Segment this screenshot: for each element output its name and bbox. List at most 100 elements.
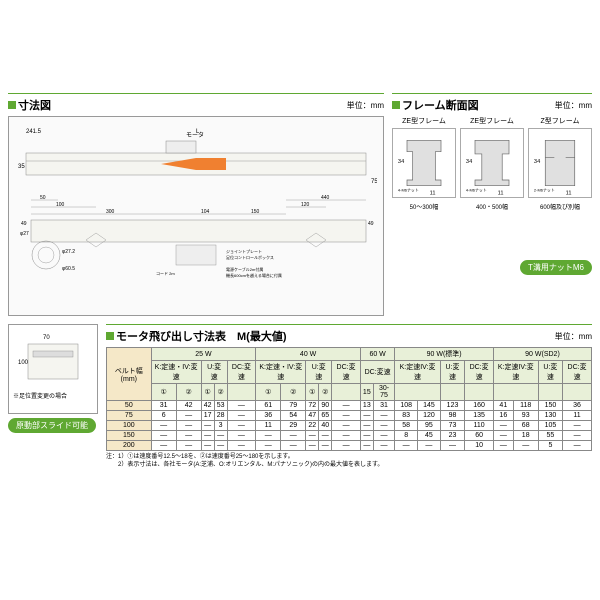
circle-header [538, 384, 562, 401]
data-cell: 40 [319, 421, 332, 431]
svg-text:φ27.2: φ27.2 [62, 249, 75, 255]
data-cell: — [176, 431, 201, 441]
square-icon [106, 332, 114, 340]
frame-label: Z型フレーム [528, 116, 592, 126]
circle-header [563, 384, 592, 401]
data-cell: — [360, 411, 373, 421]
frame-item-1: ZE型フレーム 34114-M6ナット 400・500幅 [460, 116, 524, 256]
frame-profile-svg: 34114-M6ナット [392, 128, 456, 198]
square-icon [8, 101, 16, 109]
data-cell: — [395, 441, 418, 451]
frame-label: ZE型フレーム [460, 116, 524, 126]
data-cell: — [201, 421, 214, 431]
data-cell: — [373, 421, 395, 431]
belt-width-cell: 150 [107, 431, 152, 441]
data-cell: — [493, 441, 513, 451]
group-90w: 90 W(標準) [395, 348, 494, 361]
svg-text:4-M6ナット: 4-M6ナット [466, 187, 487, 192]
data-cell: 105 [538, 421, 562, 431]
data-cell: 5 [538, 441, 562, 451]
svg-text:ジョイントプレート: ジョイントプレート [226, 248, 262, 254]
data-cell: 55 [538, 431, 562, 441]
data-cell: 108 [395, 401, 418, 411]
data-cell: — [227, 441, 256, 451]
frame-cap: 50〜300幅 [392, 202, 456, 211]
data-cell: — [306, 441, 319, 451]
motor-table: ベルト幅(mm) 25 W 40 W 60 W 90 W(標準) 90 W(SD… [106, 347, 592, 451]
data-cell: 28 [214, 411, 227, 421]
data-cell: 93 [513, 411, 538, 421]
svg-text:50: 50 [40, 195, 46, 201]
motor-label: モータ [186, 131, 204, 139]
circle-header: ② [176, 384, 201, 401]
data-cell: — [440, 441, 464, 451]
data-cell: — [332, 421, 361, 431]
data-cell: 17 [201, 411, 214, 421]
slide-cap: ※足位置変更の場合 [13, 391, 93, 400]
conveyor-side-svg: モータ 241.5 L 35 75 [15, 123, 377, 193]
data-cell: 73 [440, 421, 464, 431]
data-cell: 41 [493, 401, 513, 411]
sub-header-row: K:定速・IV:変速U:変速DC:変速K:定速・IV:変速U:変速DC:変速DC… [107, 361, 592, 384]
data-cell: — [563, 421, 592, 431]
svg-text:11: 11 [430, 191, 436, 197]
circle-header: ① [201, 384, 214, 401]
slide-diagram: 70 100 ※足位置変更の場合 [8, 324, 98, 414]
data-cell: — [227, 421, 256, 431]
svg-text:100: 100 [18, 360, 29, 366]
slide-svg: 70 100 [13, 329, 93, 389]
table-note: 注：1）①は速度番号12.5〜18を、②は速度番号25〜180を示します。 2）… [106, 454, 592, 470]
data-cell: 95 [418, 421, 441, 431]
data-cell: 11 [256, 421, 281, 431]
group-25w: 25 W [151, 348, 256, 361]
data-cell: — [214, 431, 227, 441]
data-cell: — [319, 441, 332, 451]
slide-pill: 原動部スライド可能 [8, 418, 96, 433]
belt-width-header: ベルト幅(mm) [107, 348, 152, 401]
data-cell: 31 [151, 401, 176, 411]
svg-text:35: 35 [18, 164, 25, 170]
svg-text:104: 104 [201, 209, 210, 215]
data-cell: — [373, 441, 395, 451]
data-cell: — [332, 411, 361, 421]
table-head: ベルト幅(mm) 25 W 40 W 60 W 90 W(標準) 90 W(SD… [107, 348, 592, 401]
data-cell: — [332, 431, 361, 441]
svg-text:100: 100 [56, 202, 65, 208]
svg-text:34: 34 [534, 159, 540, 165]
conveyor-plan-svg: 50 100 300 104 150 120 440 φ27 φ27.2 φ60… [15, 195, 377, 285]
data-cell: 42 [176, 401, 201, 411]
group-60w: 60 W [360, 348, 394, 361]
circle-header [332, 384, 361, 401]
sub-header: DC:変速 [227, 361, 256, 384]
data-cell: 72 [306, 401, 319, 411]
top-row: 寸法図 単位：mm モータ 241.5 L 35 75 50 100 300 1… [8, 93, 592, 316]
table-row: 150————————————8452360—1855— [107, 431, 592, 441]
data-cell: — [227, 431, 256, 441]
data-cell: — [176, 421, 201, 431]
data-cell: 135 [465, 411, 494, 421]
sub-header: U:変速 [306, 361, 332, 384]
circle-header: ① [306, 384, 319, 401]
data-cell: 11 [563, 411, 592, 421]
svg-text:足位コントロールボックス: 足位コントロールボックス [226, 254, 274, 260]
data-cell: — [563, 441, 592, 451]
table-body: 5031424253—61797290—13311081451231604111… [107, 401, 592, 451]
data-cell: 36 [563, 401, 592, 411]
data-cell: 45 [418, 431, 441, 441]
svg-text:34: 34 [398, 159, 404, 165]
data-cell: 150 [538, 401, 562, 411]
data-cell: — [201, 441, 214, 451]
data-cell: 13 [360, 401, 373, 411]
dimension-panel: 寸法図 単位：mm モータ 241.5 L 35 75 50 100 300 1… [8, 93, 384, 316]
data-cell: — [332, 441, 361, 451]
belt-width-cell: 50 [107, 401, 152, 411]
belt-width-cell: 75 [107, 411, 152, 421]
data-cell: — [360, 441, 373, 451]
group-90wsd2: 90 W(SD2) [493, 348, 591, 361]
data-cell: — [418, 441, 441, 451]
circle-header [465, 384, 494, 401]
data-cell: — [373, 411, 395, 421]
data-cell: — [227, 401, 256, 411]
data-cell: — [373, 431, 395, 441]
data-cell: 60 [465, 431, 494, 441]
